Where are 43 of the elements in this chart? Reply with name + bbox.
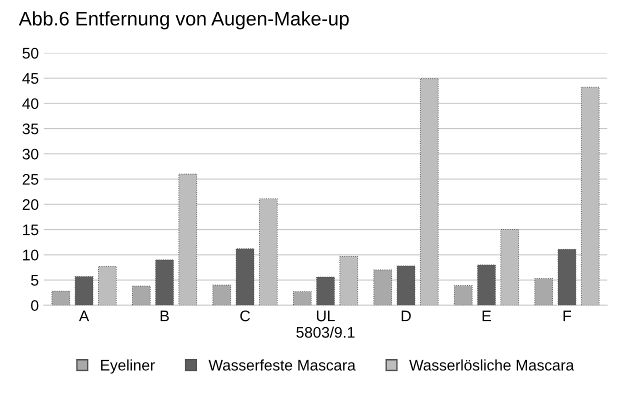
bar (396, 265, 416, 306)
chart-title: Abb.6 Entfernung von Augen-Make-up (18, 11, 349, 30)
bar (74, 276, 94, 306)
x-tick-label: D (402, 310, 411, 322)
x-tick-label: UL 5803/9.1 (296, 310, 355, 338)
x-tick-label: E (482, 310, 491, 322)
bar (155, 259, 174, 306)
bar (212, 284, 232, 306)
y-tick-label: 20 (22, 199, 38, 210)
legend-label: Wasserfeste Mascara (208, 359, 356, 371)
y-tick-label: 35 (22, 123, 38, 134)
bar (98, 266, 117, 306)
legend-label: Eyeliner (101, 359, 155, 374)
y-tick-label: 30 (22, 148, 38, 160)
y-tick-label: 25 (22, 174, 38, 185)
bar (420, 78, 439, 306)
y-tick-label: 10 (23, 250, 38, 260)
bar (258, 198, 278, 306)
bar (500, 229, 520, 306)
y-tick-label: 45 (22, 73, 38, 84)
legend-label: Wasserlösliche Mascara (409, 359, 574, 371)
x-tick-label: A (79, 310, 90, 322)
bar (51, 290, 70, 306)
bar (316, 276, 335, 306)
bar (534, 278, 554, 306)
x-tick-label: B (160, 310, 169, 322)
x-tick-label: F (564, 310, 572, 322)
bar (178, 174, 198, 306)
y-tick-label: 0 (31, 300, 38, 311)
y-tick-label: 40 (22, 98, 38, 110)
bar (236, 248, 254, 306)
bar (373, 270, 392, 306)
bar (132, 286, 151, 306)
y-tick-label: 5 (31, 275, 38, 286)
bar (558, 248, 576, 306)
bar (454, 285, 473, 306)
x-tick-label: C (240, 310, 250, 322)
y-tick-label: 50 (22, 48, 38, 59)
y-tick-label: 15 (23, 224, 38, 236)
bar (292, 291, 312, 306)
bar (580, 86, 600, 306)
bar (339, 256, 358, 306)
bar (477, 264, 496, 306)
